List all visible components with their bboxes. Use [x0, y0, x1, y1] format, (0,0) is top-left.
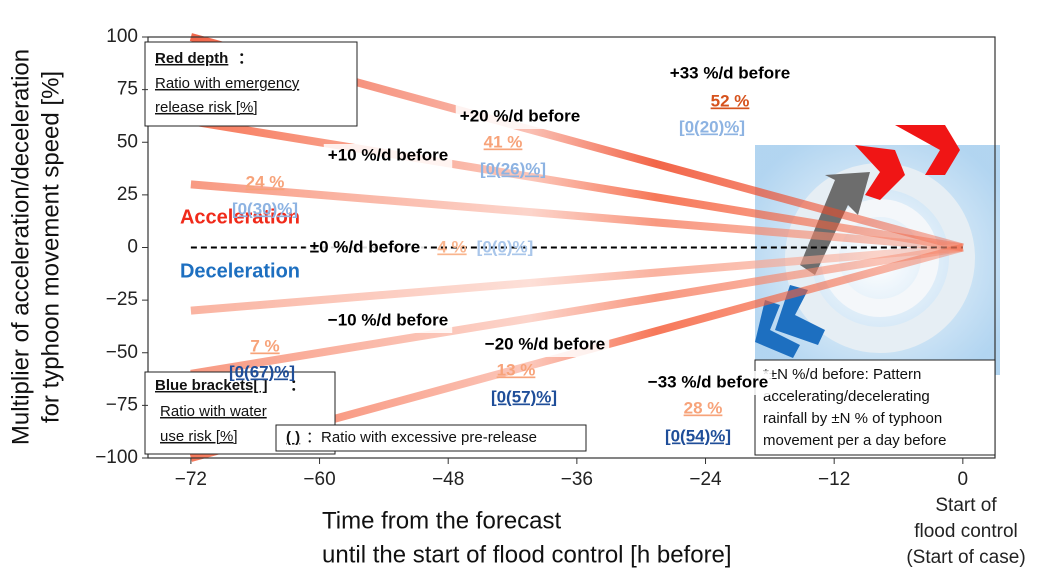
label-bg — [323, 309, 453, 333]
red-depth: 13 % — [497, 360, 536, 379]
red-depth: 7 % — [250, 336, 279, 355]
red-depth: 52 % — [711, 91, 750, 110]
legend-symbol: ( ) — [286, 429, 300, 446]
pattern-label: ±0 %/d before — [310, 237, 420, 256]
y-tick-label: −100 — [95, 447, 138, 468]
pattern-label: −10 %/d before — [328, 310, 448, 329]
red-chevron — [895, 125, 960, 175]
pattern-label: +33 %/d before — [670, 63, 790, 82]
footnote-box — [754, 359, 996, 456]
y-tick-label: 25 — [117, 184, 138, 205]
footnote-text: *±N %/d before: Pattern — [763, 366, 921, 383]
legend-text: release risk [%] — [155, 99, 258, 116]
y-axis-label: for typhoon movement speed [%] — [37, 71, 64, 423]
red-depth: 28 % — [684, 398, 723, 417]
footnote-text: rainfall by ±N % of typhoon — [763, 410, 942, 427]
footnote: *±N %/d before: Pattern accelerating/dec… — [754, 359, 996, 456]
footnote-text: accelerating/decelerating — [763, 388, 930, 405]
label-bg — [305, 236, 425, 260]
footnote-text: movement per a day before — [763, 432, 946, 449]
blue-bracket: [0(26)%] — [480, 159, 546, 178]
x-tick-label: −24 — [689, 469, 722, 490]
y-tick-label: 75 — [117, 79, 138, 100]
legend-text: Ratio with emergency — [155, 75, 300, 92]
legend-text: use risk [%] — [160, 428, 238, 445]
label-bg — [455, 105, 585, 129]
legend-title: Red depth — [155, 50, 228, 67]
x-axis-label: until the start of flood control [h befo… — [322, 541, 732, 568]
series-line — [190, 243, 964, 378]
red-legend: Red depth ： Ratio with emergency release… — [144, 41, 358, 127]
pattern-label: −20 %/d before — [485, 334, 605, 353]
series-line — [190, 117, 964, 252]
label-bg — [643, 371, 773, 395]
deceleration-label: Deceleration — [180, 260, 300, 282]
legend-box — [144, 41, 358, 127]
x-tick-label: −36 — [561, 469, 593, 490]
x-tick-label: −72 — [175, 469, 207, 490]
acceleration-label: Acceleration — [180, 206, 300, 228]
x-tick-label: −60 — [303, 469, 335, 490]
blue-bracket: [0(20)%] — [679, 117, 745, 136]
pattern-label: +10 %/d before — [328, 145, 448, 164]
y-tick-label: −75 — [106, 394, 138, 415]
pattern-label: −33 %/d before — [648, 372, 768, 391]
blue-bracket: [0(67)%] — [229, 362, 295, 381]
blue-bracket: [0(30)%] — [232, 199, 298, 218]
red-depth: 4 % — [437, 237, 466, 256]
x-tick-label: 0 — [958, 469, 969, 490]
legend-text: Ratio with water — [160, 403, 267, 420]
x-end-label: (Start of case) — [906, 547, 1025, 568]
x-axis-label: Time from the forecast — [322, 507, 562, 534]
x-end-label: flood control — [914, 521, 1018, 542]
y-tick-label: −25 — [106, 289, 138, 310]
y-tick-label: 0 — [127, 237, 138, 258]
x-tick-label: −12 — [818, 469, 850, 490]
label-bg — [480, 333, 610, 357]
red-depth: 41 % — [484, 132, 523, 151]
legend-title: Blue brackets[ ] — [155, 377, 268, 394]
y-tick-label: 50 — [117, 131, 138, 152]
blue-chevron — [755, 300, 800, 358]
label-bg — [323, 144, 453, 168]
blue-bracket: [0(57)%] — [491, 387, 557, 406]
y-axis-label: Multiplier of acceleration/deceleration — [7, 49, 34, 445]
blue-bracket: [0(0)%] — [477, 237, 534, 256]
series-line — [190, 180, 964, 252]
legend-box — [275, 424, 587, 452]
y-tick-label: −50 — [106, 342, 138, 363]
y-tick-label: 100 — [106, 26, 138, 47]
x-end-label: Start of — [935, 495, 997, 516]
blue-chevron — [775, 285, 825, 345]
legend-sep: ： — [238, 50, 253, 67]
series-line — [190, 243, 964, 315]
red-chevron — [855, 145, 905, 200]
blue-bracket: [0(54)%] — [665, 426, 731, 445]
red-depth: 24 % — [246, 172, 285, 191]
pattern-label: +20 %/d before — [460, 106, 580, 125]
legend-text: ：Ratio with excessive pre-release — [306, 429, 537, 446]
x-tick-label: −48 — [432, 469, 464, 490]
label-bg — [665, 62, 795, 86]
blue-legend: Blue brackets[ ] ： Ratio with water use … — [144, 371, 587, 455]
legend-sep: ： — [290, 377, 305, 394]
